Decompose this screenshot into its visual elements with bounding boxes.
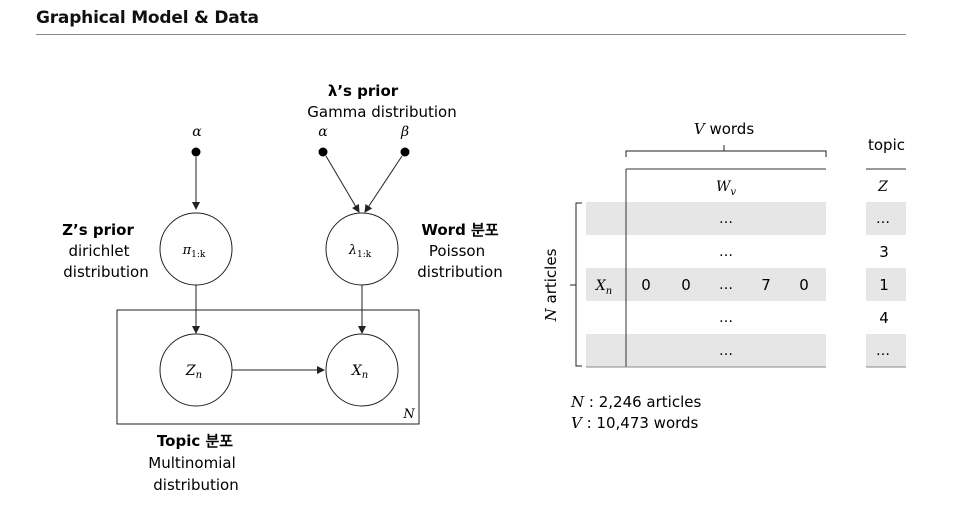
- matrix-row-5-cell: …: [719, 343, 733, 359]
- alpha-right-node: [318, 147, 328, 157]
- matrix-row-1-cell: …: [719, 211, 733, 227]
- topic-value-5: …: [876, 343, 890, 359]
- matrix-row-3-cell-4: 7: [761, 276, 771, 294]
- page-title: Graphical Model & Data: [36, 8, 259, 28]
- n-articles-brace: [570, 202, 582, 367]
- matrix-row-3-cell-1: 0: [641, 276, 651, 294]
- matrix-row-5-bg: [586, 334, 826, 367]
- lambda-prior-title: λ’s prior: [328, 82, 399, 100]
- beta-to-lambda-edge: [364, 155, 403, 213]
- topic-dist-subtitle-1: Multinomial: [148, 454, 236, 472]
- topic-value-2: 3: [879, 243, 889, 261]
- topic-value-4: 4: [879, 309, 889, 327]
- word-dist-title: Word 분포: [421, 221, 498, 239]
- matrix-row-2-cell: …: [719, 244, 733, 260]
- pi-node: [159, 212, 233, 286]
- column-header-wv: Wv: [716, 179, 736, 198]
- alpha-to-lambda-edge: [325, 155, 360, 213]
- lambda-node: [325, 212, 399, 286]
- row-label-xn: Xn: [595, 278, 612, 297]
- z-prior-subtitle-2: distribution: [63, 263, 148, 281]
- beta-node: [400, 147, 410, 157]
- matrix-row-3-bg: [586, 268, 826, 301]
- z-node-label: Zn: [185, 363, 202, 381]
- x-node-label: Xn: [351, 363, 368, 381]
- matrix-row-4-cell: …: [719, 310, 733, 326]
- word-dist-subtitle-1: Poisson: [429, 242, 485, 260]
- alpha-left-label: α: [192, 124, 202, 140]
- topic-column-header: Z: [877, 179, 888, 195]
- lambda-prior-subtitle: Gamma distribution: [307, 103, 456, 121]
- topic-row-3-bg: [866, 268, 906, 301]
- matrix-row-3-cell-2: 0: [681, 276, 691, 294]
- lambda-node-label: λ1:k: [348, 243, 372, 260]
- beta-label: β: [400, 124, 409, 140]
- z-prior-subtitle-1: dirichlet: [68, 242, 129, 260]
- topic-row-1-bg: [866, 202, 906, 235]
- v-words-label: V words: [694, 120, 754, 138]
- matrix-row-1-bg: [586, 202, 826, 235]
- plate: [116, 309, 420, 425]
- z-prior-title: Z’s prior: [62, 221, 134, 239]
- topic-dist-subtitle-2: distribution: [153, 476, 238, 494]
- stats-v: V : 10,473 words: [571, 414, 699, 432]
- topic-value-3: 1: [879, 276, 889, 294]
- topic-value-1: …: [876, 211, 890, 227]
- alpha-right-label: α: [318, 124, 328, 140]
- word-dist-subtitle-2: distribution: [417, 263, 502, 281]
- n-articles-label: N articles: [542, 248, 560, 322]
- topic-header: topic: [868, 136, 905, 154]
- alpha-left-node: [191, 147, 201, 157]
- plate-label: N: [402, 407, 415, 422]
- topic-row-5-bg: [866, 334, 906, 367]
- title-divider: [36, 34, 906, 35]
- matrix-row-3-cell-5: 0: [799, 276, 809, 294]
- x-node: [325, 333, 399, 407]
- pi-node-label: π1:k: [182, 243, 206, 260]
- v-words-brace: [625, 145, 827, 157]
- matrix-row-3-cell-3: …: [719, 277, 733, 293]
- stats-n: N : 2,246 articles: [570, 393, 701, 411]
- topic-dist-title: Topic 분포: [157, 432, 233, 450]
